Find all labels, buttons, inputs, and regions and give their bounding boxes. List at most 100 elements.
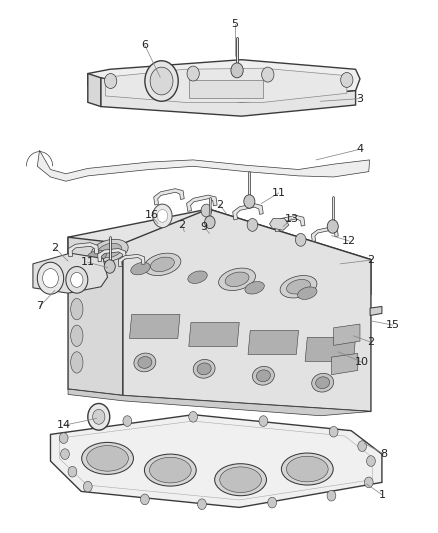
Text: 4: 4 xyxy=(356,144,363,154)
Circle shape xyxy=(230,63,243,78)
Circle shape xyxy=(197,499,206,510)
Ellipse shape xyxy=(244,281,264,294)
Circle shape xyxy=(42,269,58,288)
Ellipse shape xyxy=(150,257,174,272)
Circle shape xyxy=(328,426,337,437)
Text: 11: 11 xyxy=(81,257,95,267)
Ellipse shape xyxy=(138,357,152,368)
Ellipse shape xyxy=(256,370,270,382)
Polygon shape xyxy=(274,215,304,232)
Ellipse shape xyxy=(187,271,207,284)
Ellipse shape xyxy=(279,276,316,298)
Ellipse shape xyxy=(91,239,128,262)
Ellipse shape xyxy=(87,250,106,263)
Circle shape xyxy=(140,494,149,505)
Ellipse shape xyxy=(252,366,274,385)
Circle shape xyxy=(66,266,88,293)
Circle shape xyxy=(187,66,199,81)
Circle shape xyxy=(258,416,267,426)
Polygon shape xyxy=(68,209,370,322)
Ellipse shape xyxy=(144,454,196,486)
Polygon shape xyxy=(186,195,217,212)
Ellipse shape xyxy=(131,262,150,275)
Ellipse shape xyxy=(144,253,180,276)
Ellipse shape xyxy=(87,446,128,471)
Polygon shape xyxy=(105,68,346,102)
Circle shape xyxy=(59,433,68,443)
Polygon shape xyxy=(369,306,381,316)
Ellipse shape xyxy=(71,325,83,346)
Ellipse shape xyxy=(193,359,215,378)
Polygon shape xyxy=(247,330,298,354)
Circle shape xyxy=(71,272,83,287)
Circle shape xyxy=(267,497,276,508)
Circle shape xyxy=(295,233,305,246)
Circle shape xyxy=(104,74,117,88)
Polygon shape xyxy=(311,227,338,241)
Ellipse shape xyxy=(81,442,133,474)
Ellipse shape xyxy=(214,464,266,496)
Circle shape xyxy=(88,403,110,430)
Ellipse shape xyxy=(311,373,333,392)
Text: 7: 7 xyxy=(36,302,43,311)
Polygon shape xyxy=(37,150,369,181)
Text: 2: 2 xyxy=(51,243,58,253)
Polygon shape xyxy=(97,248,126,262)
Polygon shape xyxy=(153,189,184,205)
Text: 15: 15 xyxy=(385,320,399,330)
Circle shape xyxy=(37,262,64,294)
Circle shape xyxy=(152,204,172,228)
Ellipse shape xyxy=(297,287,316,300)
Circle shape xyxy=(92,409,105,424)
Ellipse shape xyxy=(286,279,310,294)
Circle shape xyxy=(145,61,178,101)
Ellipse shape xyxy=(218,268,255,290)
Ellipse shape xyxy=(315,377,329,389)
Polygon shape xyxy=(188,80,263,98)
Circle shape xyxy=(243,195,254,208)
Circle shape xyxy=(201,204,211,217)
Text: 5: 5 xyxy=(231,19,238,29)
Polygon shape xyxy=(304,337,355,361)
Polygon shape xyxy=(331,353,357,375)
Polygon shape xyxy=(88,60,359,102)
Ellipse shape xyxy=(281,453,332,485)
Circle shape xyxy=(261,67,273,82)
Text: 12: 12 xyxy=(341,236,355,246)
Ellipse shape xyxy=(71,266,83,288)
Polygon shape xyxy=(118,254,145,267)
Polygon shape xyxy=(129,314,180,338)
Ellipse shape xyxy=(225,272,248,287)
Polygon shape xyxy=(101,78,355,116)
Text: 2: 2 xyxy=(215,200,223,209)
Circle shape xyxy=(204,216,215,229)
Text: 2: 2 xyxy=(367,337,374,347)
Circle shape xyxy=(83,481,92,492)
Ellipse shape xyxy=(219,467,261,492)
Ellipse shape xyxy=(286,456,328,482)
Text: 3: 3 xyxy=(356,94,363,103)
Polygon shape xyxy=(333,324,359,345)
Ellipse shape xyxy=(71,298,83,320)
Circle shape xyxy=(68,466,77,477)
Circle shape xyxy=(104,260,115,273)
Ellipse shape xyxy=(197,363,211,375)
Circle shape xyxy=(150,67,173,95)
Text: 8: 8 xyxy=(380,449,387,459)
Ellipse shape xyxy=(98,243,121,258)
Polygon shape xyxy=(188,322,239,346)
Circle shape xyxy=(123,416,131,426)
Polygon shape xyxy=(33,253,107,293)
Polygon shape xyxy=(269,219,288,230)
Text: 9: 9 xyxy=(200,222,207,231)
Polygon shape xyxy=(88,74,101,107)
Circle shape xyxy=(157,209,167,222)
Ellipse shape xyxy=(134,353,155,372)
Circle shape xyxy=(247,219,257,231)
Polygon shape xyxy=(59,421,371,500)
Text: 1: 1 xyxy=(378,490,385,499)
Ellipse shape xyxy=(71,352,83,373)
Circle shape xyxy=(366,456,374,466)
Text: 13: 13 xyxy=(284,214,298,223)
Text: 11: 11 xyxy=(271,188,285,198)
